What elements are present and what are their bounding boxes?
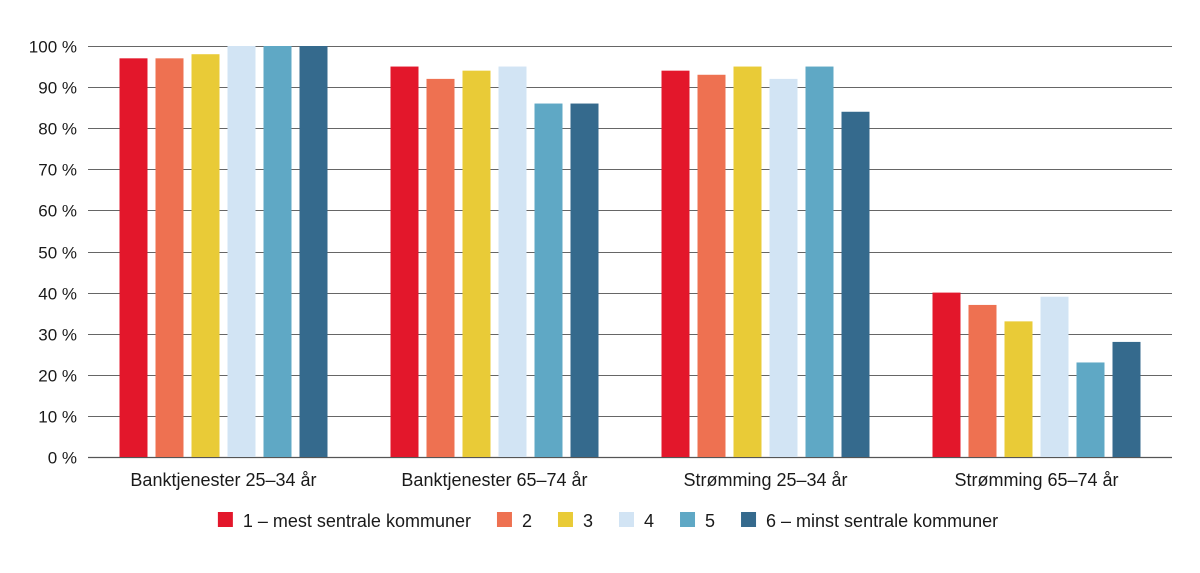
- bar: 3: 94 %: [462, 70, 491, 457]
- legend-label: 5: [705, 511, 715, 531]
- bar: 3: 33 %: [1004, 321, 1033, 457]
- bar: 3: 98 %: [191, 54, 220, 457]
- legend-label: 3: [583, 511, 593, 531]
- legend-swatch: [496, 512, 512, 527]
- legend-swatch: [680, 512, 696, 527]
- y-tick-label: 40 %: [38, 285, 77, 304]
- bar: 6 – minst sentrale kommuner: 86 %: [570, 103, 599, 457]
- y-tick-label: 10 %: [38, 408, 77, 427]
- bar: 5: 23 %: [1076, 362, 1105, 457]
- bar: 6 – minst sentrale kommuner: 100 %: [299, 46, 328, 457]
- bar: 5: 95 %: [805, 66, 834, 458]
- y-tick-label: 60 %: [38, 202, 77, 221]
- legend-swatch: [557, 512, 573, 527]
- y-tick-label: 0 %: [48, 449, 77, 468]
- bar: 1 – mest sentrale kommuner: 97 %: [119, 58, 148, 458]
- legend-swatch: [741, 512, 757, 527]
- bar: 1 – mest sentrale kommuner: 94 %: [661, 70, 690, 457]
- bar: 2: 97 %: [155, 58, 184, 458]
- bar: 2: 93 %: [697, 74, 726, 458]
- bar: 4: 92 %: [769, 78, 798, 457]
- legend-label: 2: [522, 511, 532, 531]
- legend: 1 – mest sentrale kommuner 2 3 4 5 6 – minst …: [217, 511, 998, 531]
- y-tick-label: 50 %: [38, 244, 77, 263]
- x-category-label: Banktjenester 25–34 år: [130, 470, 316, 490]
- bar: 5: 100 %: [263, 46, 292, 457]
- legend-label: 6 – minst sentrale kommuner: [766, 511, 998, 531]
- bar: 4: 95 %: [498, 66, 527, 458]
- legend-swatch: [619, 512, 634, 527]
- bars: 1 – mest sentrale kommuner: 97 %2: 97 %3…: [119, 46, 1141, 458]
- y-axis-ticks: 0 % 10 % 20 % 30 % 40 % 50 % 60 % 70 % 80 % 90 % 1…: [29, 38, 77, 468]
- x-axis-categories: Banktjenester 25–34 år Banktjenester 65–7…: [130, 470, 1118, 490]
- bar: 4: 100 %: [227, 46, 256, 457]
- bar: 3: 95 %: [733, 66, 762, 458]
- bar: 2: 92 %: [426, 78, 455, 457]
- legend-label: 4: [644, 511, 654, 531]
- y-tick-label: 100 %: [29, 38, 77, 57]
- bar: 1 – mest sentrale kommuner: 40 %: [932, 292, 961, 457]
- legend-swatch: [217, 512, 233, 527]
- y-tick-label: 90 %: [38, 79, 77, 98]
- x-category-label: Banktjenester 65–74 år: [401, 470, 587, 490]
- legend-label: 1 – mest sentrale kommuner: [243, 511, 471, 531]
- y-tick-label: 70 %: [38, 161, 77, 180]
- bar: 6 – minst sentrale kommuner: 84 %: [841, 111, 870, 457]
- y-tick-label: 30 %: [38, 326, 77, 345]
- bar: 1 – mest sentrale kommuner: 95 %: [390, 66, 419, 458]
- x-category-label: Strømming 25–34 år: [683, 470, 847, 490]
- x-category-label: Strømming 65–74 år: [954, 470, 1118, 490]
- bar: 5: 86 %: [534, 103, 563, 457]
- bar: 6 – minst sentrale kommuner: 28 %: [1112, 341, 1141, 457]
- bar: 2: 37 %: [968, 304, 997, 457]
- y-tick-label: 20 %: [38, 367, 77, 386]
- y-tick-label: 80 %: [38, 120, 77, 139]
- bar: 4: 39 %: [1040, 296, 1069, 457]
